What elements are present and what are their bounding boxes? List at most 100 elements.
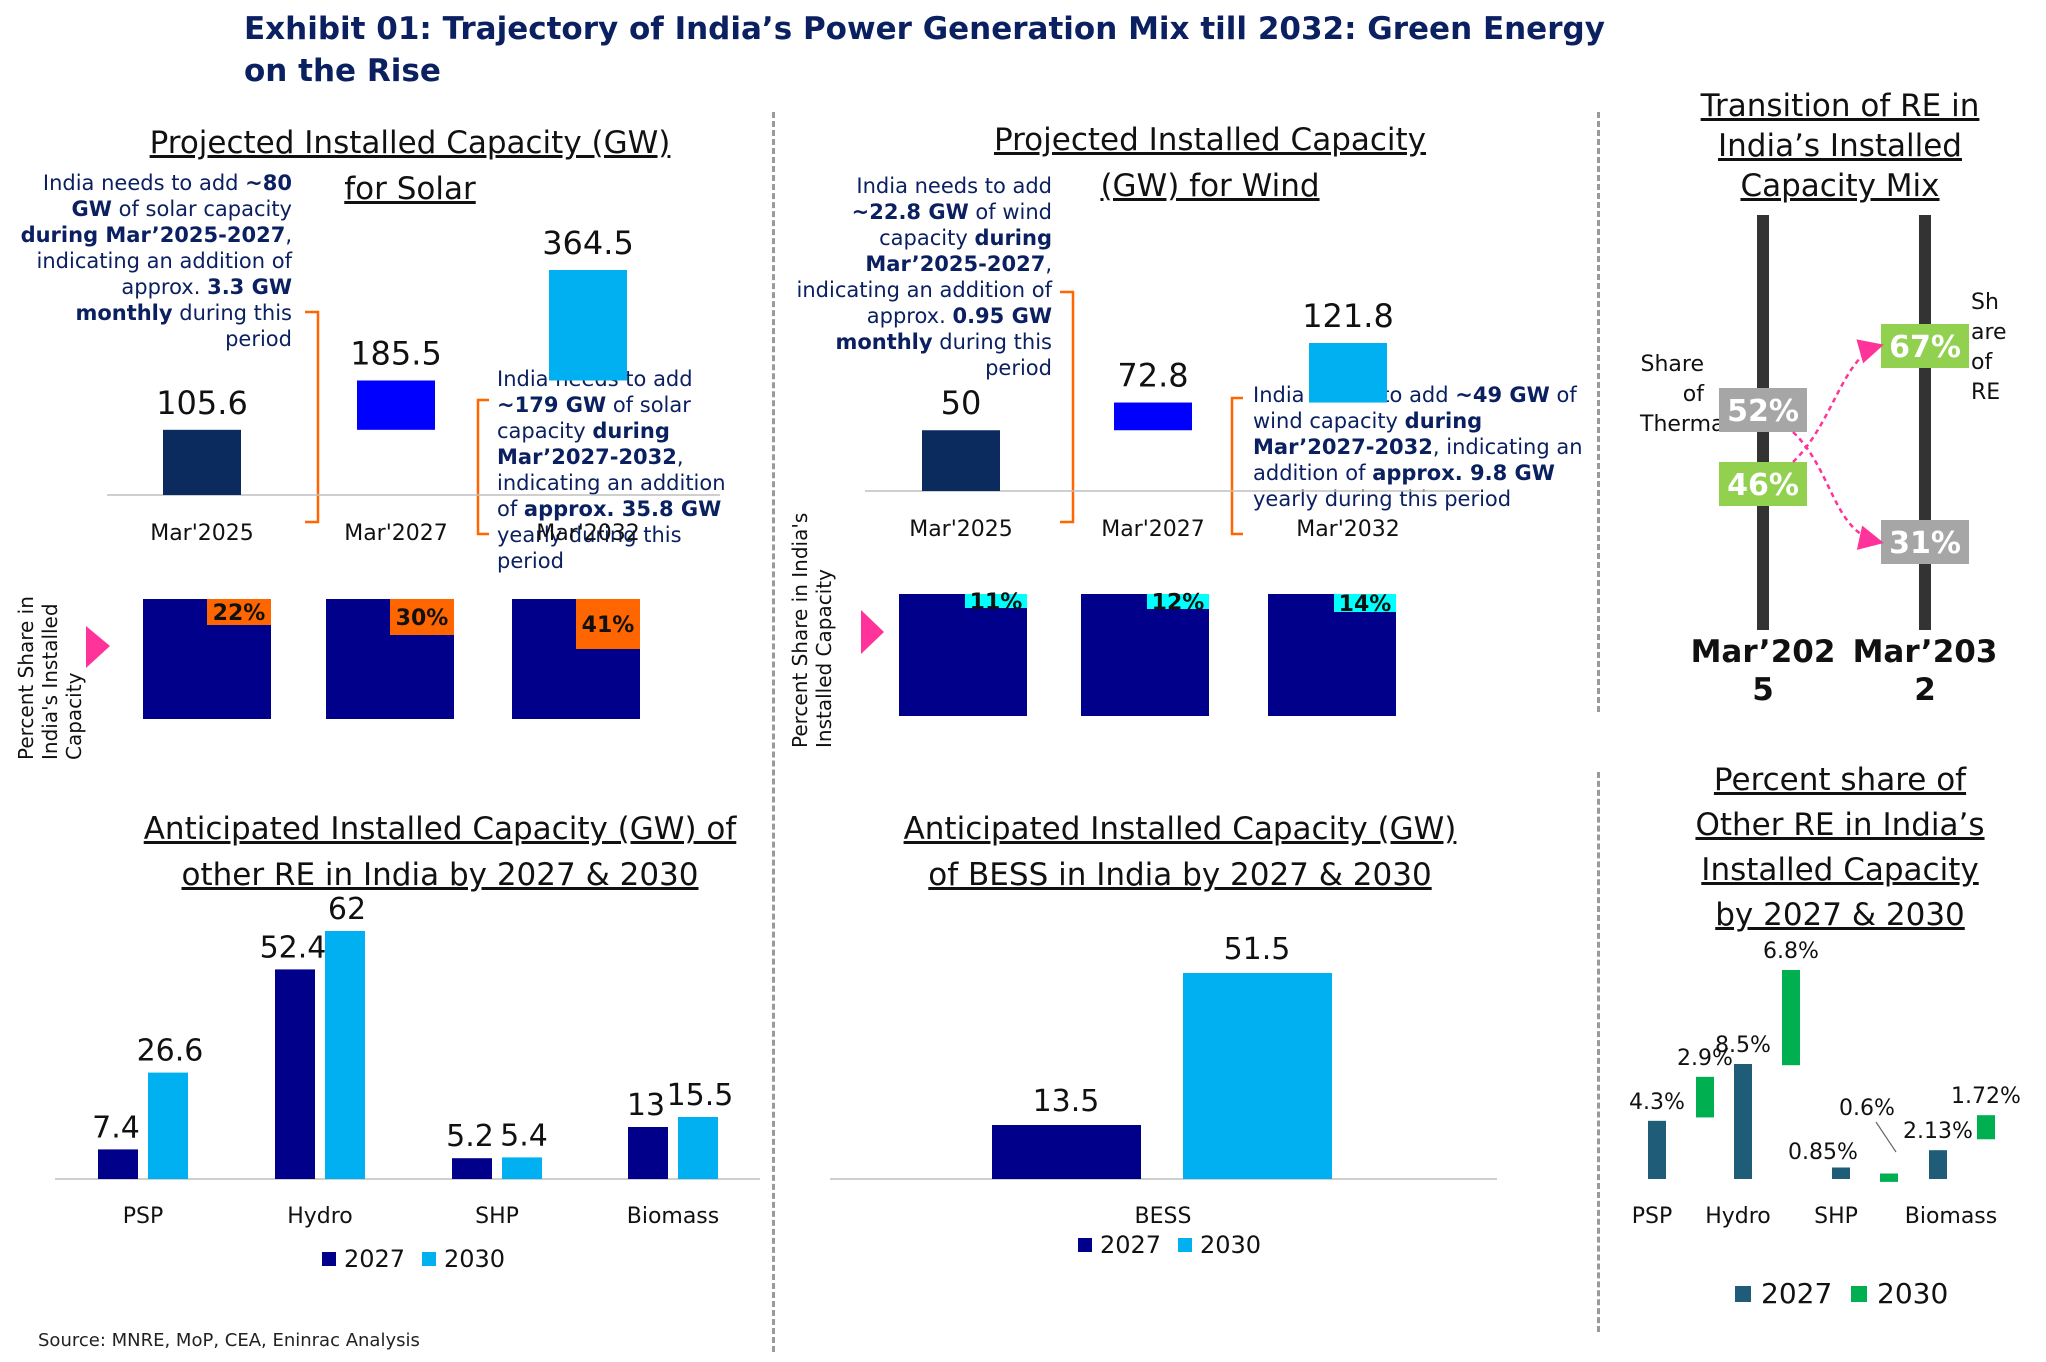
transition-arrow (1792, 431, 1884, 550)
wind-bracket-a (1060, 290, 1075, 524)
category-label: Mar'2025 (909, 517, 1013, 542)
share-box (1719, 462, 1807, 506)
wind-chart-title: Projected Installed Capacity (GW) for Wi… (993, 122, 1427, 204)
legend-swatch (1078, 1238, 1092, 1252)
wind-bracket-b (1230, 396, 1243, 536)
timeline-pole (1919, 215, 1931, 630)
bar-2027 (992, 1125, 1141, 1179)
category-label: Mar'2025 (150, 521, 254, 546)
exhibit-title: Exhibit 01: Trajectory of India’s Power … (244, 11, 1605, 89)
note-emphasis: during Mar’2027-2032 (1253, 409, 1483, 459)
category-label: Hydro (287, 1204, 353, 1229)
bar-2027 (1734, 1064, 1752, 1179)
note-text: , indicating an addition of approx. (36, 223, 292, 299)
share-fill (576, 599, 640, 649)
data-label: 50 (941, 384, 982, 422)
capacity-bar (922, 430, 1000, 491)
data-label: 6.8% (1763, 939, 1819, 964)
data-label: 8.5% (1715, 1033, 1771, 1058)
bar-2030 (1782, 970, 1800, 1066)
leader-line (1875, 1121, 1897, 1153)
note-emphasis: approx. 9.8 GW (1372, 461, 1555, 485)
category-label: Mar'2032 (1296, 517, 1400, 542)
bess-chart-title: Anticipated Installed Capacity (GW) of B… (903, 811, 1457, 893)
re-series-label: Share of RE (1971, 290, 2007, 405)
category-label: BESS (1135, 1204, 1192, 1229)
category-label: Biomass (627, 1204, 720, 1229)
note-text: , indicating an addition of (497, 445, 726, 521)
note-text: India needs to add (42, 171, 246, 195)
data-label: 13.5 (1033, 1084, 1100, 1119)
category-label: Biomass (1905, 1204, 1998, 1229)
note-emphasis: 0.95 GW monthly (835, 304, 1052, 354)
other-re-chart-title: Anticipated Installed Capacity (GW) of o… (143, 811, 737, 893)
data-label: 2.9% (1677, 1046, 1733, 1071)
data-label: 0.6% (1839, 1096, 1895, 1121)
bar-2027 (275, 969, 315, 1179)
category-label: SHP (1814, 1204, 1858, 1229)
note-emphasis: during Mar’2025-2027 (20, 223, 286, 247)
category-label: SHP (475, 1204, 519, 1229)
share-fill (965, 594, 1027, 608)
category-label: Mar'2027 (1101, 517, 1205, 542)
period-label: 2 (1914, 672, 1936, 708)
legend-swatch (1851, 1286, 1867, 1302)
legend-swatch (322, 1252, 336, 1266)
share-fill (1334, 594, 1396, 612)
data-label: 7.4 (92, 1110, 140, 1145)
transition-arrow (1792, 339, 1884, 463)
data-label: 13 (627, 1088, 665, 1123)
note-emphasis: during Mar’2027-2032 (497, 419, 677, 469)
period-label: Mar’203 (1853, 634, 1998, 670)
wind-note-2025-2027: India needs to add ~22.8 GW of wind capa… (790, 173, 1052, 381)
data-label: 51.5 (1224, 932, 1291, 967)
legend-label: 2027 (1761, 1277, 1832, 1310)
solar-chart-title: Projected Installed Capacity (GW) for So… (149, 125, 671, 207)
data-label: 2.13% (1903, 1119, 1973, 1144)
data-label: 364.5 (542, 224, 634, 262)
note-text: of wind capacity (879, 200, 1052, 250)
share-label: 11% (970, 590, 1023, 615)
note-emphasis: ~22.8 GW (851, 200, 969, 224)
solar-share-marker-icon (86, 626, 110, 668)
data-label: 72.8 (1117, 357, 1188, 395)
period-label: 5 (1752, 672, 1774, 708)
share-square (1081, 594, 1209, 716)
note-emphasis: 3.3 GW monthly (75, 275, 292, 325)
note-emphasis: approx. 35.8 GW (523, 497, 722, 521)
share-label: 12% (1152, 591, 1205, 616)
legend-label: 2027 (344, 1245, 405, 1273)
solar-note-2027-2032: India needs to add ~179 GW of solar capa… (497, 366, 749, 574)
note-text: during this period (932, 330, 1052, 380)
data-label: 4.3% (1629, 1090, 1685, 1115)
solar-note-2025-2027: India needs to add ~80 GW of solar capac… (20, 170, 292, 352)
legend-swatch (1735, 1286, 1751, 1302)
panel-divider (1597, 772, 1600, 1332)
bar-2030 (1696, 1076, 1714, 1118)
note-text: of wind capacity (1253, 383, 1577, 433)
share-fill (390, 599, 454, 635)
note-text: of solar capacity (111, 197, 292, 221)
bar-2030 (1977, 1115, 1995, 1140)
share-fill (207, 599, 271, 625)
legend-label: 2030 (1877, 1277, 1948, 1310)
data-label: 121.8 (1302, 297, 1394, 335)
category-label: PSP (1632, 1204, 1673, 1229)
legend-swatch (1178, 1238, 1192, 1252)
share-square (899, 594, 1027, 716)
data-label: 62 (328, 892, 366, 927)
share-label: 41% (582, 613, 635, 638)
note-text: , indicating an addition of (1253, 435, 1583, 485)
category-label: Hydro (1705, 1204, 1771, 1229)
bar-2027 (98, 1149, 138, 1179)
data-label: 15.5 (667, 1078, 734, 1113)
legend-label: 2030 (444, 1245, 505, 1273)
data-label: 5.2 (446, 1119, 494, 1154)
data-label: 185.5 (350, 334, 442, 372)
legend-label: 2030 (1200, 1231, 1261, 1259)
note-text: during this period (172, 301, 292, 351)
note-text: yearly during this period (497, 523, 682, 573)
note-text: , indicating an addition of approx. (796, 252, 1052, 328)
capacity-bar (163, 429, 241, 495)
